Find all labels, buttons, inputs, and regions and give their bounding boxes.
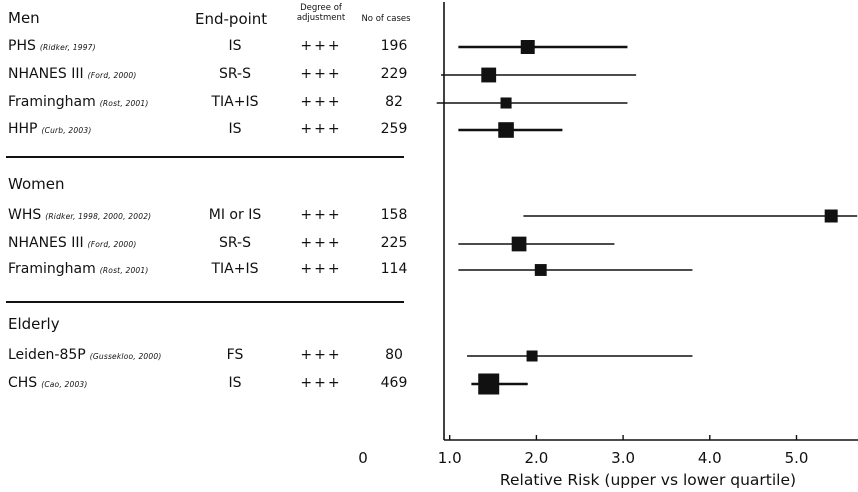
study-name: Framingham (Rost, 2001) [8,262,149,276]
study-citation: (Cao, 2003) [41,380,88,389]
endpoint-cell: IS [228,121,242,137]
point-estimate-marker [824,209,838,223]
study-citation: (Curb, 2003) [41,126,92,135]
adjustment-cell: +++ [300,94,342,110]
study-citation: (Rost, 2001) [99,99,149,108]
study-label: CHS [8,375,38,391]
endpoint-cell: IS [228,38,242,54]
x-tick-label: 5.0 [785,449,809,467]
cases-cell: 158 [380,207,408,223]
study-name: CHS (Cao, 2003) [8,376,88,390]
study-name: NHANES III (Ford, 2000) [8,236,136,250]
study-name: Framingham (Rost, 2001) [8,95,149,109]
point-estimate-marker [478,373,500,395]
point-estimate-marker [511,236,527,252]
study-citation: (Ridker, 1998, 2000, 2002) [45,212,152,221]
study-citation: (Gussekloo, 2000) [89,352,162,361]
study-citation: (Ford, 2000) [87,240,137,249]
x-axis-label: Relative Risk (upper vs lower quartile) [500,471,796,489]
adjustment-cell: +++ [300,235,342,251]
adjustment-cell: +++ [300,207,342,223]
point-estimate-marker [481,67,497,83]
study-name: Leiden-85P (Gussekloo, 2000) [8,348,161,362]
study-label: Framingham [8,261,96,277]
cases-cell: 196 [380,38,408,54]
cases-cell: 469 [380,375,408,391]
study-name: NHANES III (Ford, 2000) [8,67,136,81]
cases-cell: 82 [385,94,403,110]
study-citation: (Ridker, 1997) [39,43,96,52]
study-citation: (Ford, 2000) [87,71,137,80]
cases-cell: 114 [380,261,408,277]
point-estimate-marker [498,122,514,138]
cases-cell: 80 [385,347,403,363]
adjustment-cell: +++ [300,38,342,54]
endpoint-cell: IS [228,375,242,391]
study-label: PHS [8,38,36,54]
endpoint-cell: SR-S [219,235,251,251]
study-label: NHANES III [8,235,84,251]
group-title-elderly: Elderly [8,315,60,333]
adjustment-cell: +++ [300,347,342,363]
x-tick-label: 2.0 [524,449,548,467]
point-estimate-marker [534,264,547,276]
x-tick-label: 4.0 [698,449,722,467]
endpoint-cell: SR-S [219,66,251,82]
study-label: Leiden-85P [8,347,86,363]
divider-men-women [6,156,404,158]
point-estimate-marker [500,97,512,109]
cases-cell: 225 [380,235,408,251]
group-title-men: Men [8,9,40,27]
study-name: WHS (Ridker, 1998, 2000, 2002) [8,208,151,222]
divider-women-elderly [6,301,404,303]
endpoint-header: End-point [195,10,268,28]
adjustment-header: Degree of adjustment [296,3,346,23]
x-tick-label: 0 [358,449,368,467]
adjustment-cell: +++ [300,375,342,391]
adjustment-cell: +++ [300,66,342,82]
endpoint-cell: TIA+IS [211,261,259,277]
adjustment-cell: +++ [300,121,342,137]
point-estimate-marker [526,350,538,362]
study-citation: (Rost, 2001) [99,266,149,275]
study-label: NHANES III [8,66,84,82]
cases-cell: 229 [380,66,408,82]
adjustment-cell: +++ [300,261,342,277]
endpoint-cell: FS [226,347,244,363]
study-name: PHS (Ridker, 1997) [8,39,96,53]
study-label: Framingham [8,94,96,110]
cases-cell: 259 [380,121,408,137]
study-label: WHS [8,207,42,223]
study-label: HHP [8,121,38,137]
cases-header: No of cases [361,14,411,24]
study-name: HHP (Curb, 2003) [8,122,91,136]
point-estimate-marker [520,40,535,54]
x-tick-label: 1.0 [438,449,462,467]
endpoint-cell: TIA+IS [211,94,259,110]
group-title-women: Women [8,175,65,193]
x-tick-label: 3.0 [611,449,635,467]
endpoint-cell: MI or IS [208,207,262,223]
